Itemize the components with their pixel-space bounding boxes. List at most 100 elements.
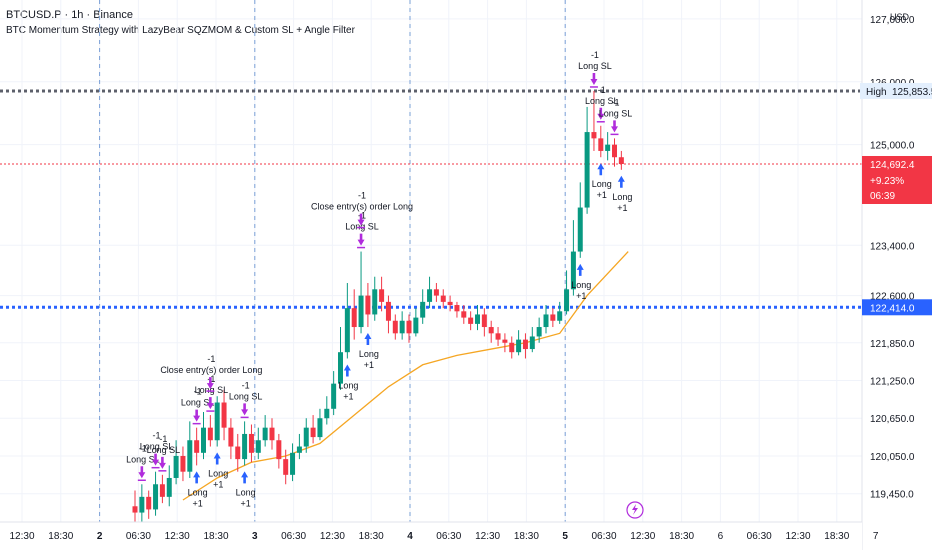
candle-body: [173, 455, 179, 478]
candle-body: [550, 314, 556, 321]
candle-body: [221, 402, 227, 428]
candle: [153, 471, 159, 516]
candle-body: [618, 157, 624, 164]
candle-body: [242, 433, 248, 460]
candle-body: [358, 295, 364, 328]
candle: [495, 327, 501, 346]
exit-arrow-icon: [138, 466, 146, 479]
candle-body: [290, 452, 296, 475]
candle-body: [522, 339, 528, 350]
candle: [577, 182, 583, 258]
exit-arrow-icon: [206, 377, 214, 390]
exit-label: Close entry(s) order Long: [160, 365, 262, 375]
current-price: 124,692.4: [870, 160, 915, 171]
entry-arrow-icon: [364, 333, 372, 346]
entry-qty: +1: [576, 291, 586, 301]
candle: [557, 301, 563, 324]
exit-label: Long SL: [599, 108, 633, 118]
entry-arrow-icon: [193, 471, 201, 484]
candle-body: [536, 327, 542, 337]
candle-body: [447, 301, 453, 306]
exit-arrow-icon: [590, 72, 598, 85]
candle: [338, 327, 343, 390]
exit-qty: -1: [598, 85, 606, 95]
time-tick: 12:30: [630, 531, 655, 542]
exit-label: Long SL: [140, 442, 174, 452]
exit-label: Long SL: [195, 385, 229, 395]
candle: [194, 427, 200, 466]
time-tick: 12:30: [165, 531, 190, 542]
candle: [358, 251, 364, 334]
exit-arrow-icon: [241, 403, 249, 416]
candle-body: [214, 402, 220, 441]
strategy-name[interactable]: BTC Momentum Strategy with LazyBear SQZM…: [6, 25, 355, 36]
candle-body: [201, 427, 206, 453]
time-tick: 06:30: [281, 531, 306, 542]
candle: [509, 336, 515, 359]
candle: [303, 418, 309, 453]
candle-body: [194, 440, 200, 453]
candle-body: [180, 455, 186, 472]
exit-label: Long SL: [229, 391, 263, 401]
exit-arrow-icon: [357, 233, 365, 246]
candle: [180, 446, 186, 482]
candle-body: [351, 308, 357, 328]
candle: [454, 301, 460, 318]
candle: [584, 106, 590, 214]
candle: [276, 433, 282, 469]
candle: [502, 333, 508, 353]
candle-body: [324, 408, 330, 419]
candle-body: [564, 289, 570, 312]
exit-qty: -1: [194, 387, 202, 397]
entry-qty: +1: [343, 391, 353, 401]
candle: [447, 295, 453, 312]
exit-label: Long SL: [578, 61, 612, 71]
entry-arrow-icon: [617, 175, 625, 188]
candle-body: [283, 459, 289, 475]
candle-body: [276, 440, 282, 460]
price-tick: 127,000.0: [870, 15, 915, 26]
candle: [344, 283, 350, 359]
exit-arrow-icon: [193, 409, 201, 422]
time-tick: 18:30: [824, 531, 849, 542]
candle: [262, 415, 268, 447]
symbol-title[interactable]: BTCUSD.P · 1h · Binance: [6, 9, 133, 21]
candle-body: [365, 295, 371, 315]
entry-label: Long: [359, 349, 379, 359]
entry-arrow-icon: [343, 364, 351, 377]
candle-body: [207, 427, 213, 441]
candle: [201, 411, 206, 460]
exit-arrow-icon: [152, 453, 160, 466]
candle: [598, 125, 604, 158]
candle: [207, 415, 213, 447]
lightning-icon: [632, 504, 638, 515]
candle: [372, 276, 378, 321]
candle: [221, 389, 227, 441]
candle: [475, 305, 480, 331]
price-tick: 120,650.0: [870, 414, 915, 425]
current-price-badge: [862, 155, 932, 204]
candle-body: [461, 311, 467, 318]
entry-label: Long: [208, 469, 228, 479]
candle-body: [153, 484, 159, 510]
candle: [248, 424, 254, 463]
candle-body: [502, 339, 508, 343]
candle: [605, 132, 611, 161]
candle-body: [132, 506, 138, 513]
candle: [406, 314, 412, 343]
ema-line: [182, 251, 629, 501]
candle: [536, 317, 542, 343]
candle-body: [495, 333, 501, 340]
candle: [543, 305, 549, 334]
candle-body: [228, 427, 234, 447]
exit-label: Long SL: [585, 96, 619, 106]
candle-body: [187, 440, 193, 472]
candle: [529, 327, 535, 353]
entry-label: Long: [612, 192, 632, 202]
candle: [331, 371, 337, 416]
candle: [468, 311, 474, 331]
candle-body: [392, 320, 398, 334]
candle: [228, 418, 234, 460]
